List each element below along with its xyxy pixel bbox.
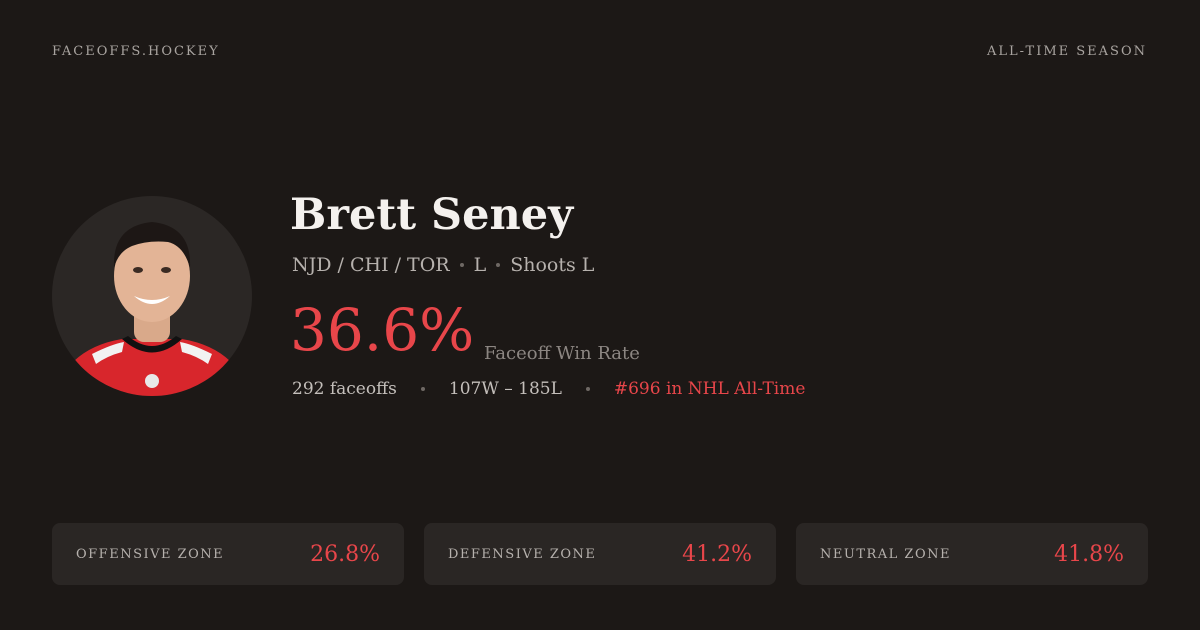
shoots: Shoots L bbox=[510, 254, 595, 276]
zone-label: DEFENSIVE ZONE bbox=[448, 546, 597, 562]
separator bbox=[585, 387, 590, 391]
player-photo bbox=[52, 196, 252, 396]
separator bbox=[496, 263, 501, 267]
faceoff-count: 292 faceoffs bbox=[292, 379, 397, 399]
separator bbox=[459, 263, 464, 267]
player-info: NJD / CHI / TOR L Shoots L bbox=[292, 254, 594, 276]
zone-card: DEFENSIVE ZONE 41.2% bbox=[424, 523, 776, 585]
zone-card: NEUTRAL ZONE 41.8% bbox=[796, 523, 1148, 585]
win-rate: 36.6% bbox=[290, 296, 475, 364]
site-name: FACEOFFS.HOCKEY bbox=[52, 44, 220, 59]
zone-value: 41.2% bbox=[682, 541, 752, 567]
zone-value: 26.8% bbox=[310, 541, 380, 567]
teams: NJD / CHI / TOR bbox=[292, 254, 450, 276]
win-rate-label: Faceoff Win Rate bbox=[484, 343, 640, 364]
zone-label: OFFENSIVE ZONE bbox=[76, 546, 225, 562]
zone-label: NEUTRAL ZONE bbox=[820, 546, 951, 562]
separator bbox=[420, 387, 425, 391]
record: 107W – 185L bbox=[448, 379, 562, 399]
zone-card: OFFENSIVE ZONE 26.8% bbox=[52, 523, 404, 585]
scope-label: ALL-TIME SEASON bbox=[986, 44, 1147, 59]
rank: #696 in NHL All-Time bbox=[613, 379, 806, 399]
position: L bbox=[473, 254, 487, 276]
zone-value: 41.8% bbox=[1054, 541, 1124, 567]
player-name: Brett Seney bbox=[290, 190, 574, 240]
stats-line: 292 faceoffs 107W – 185L #696 in NHL All… bbox=[292, 379, 805, 399]
